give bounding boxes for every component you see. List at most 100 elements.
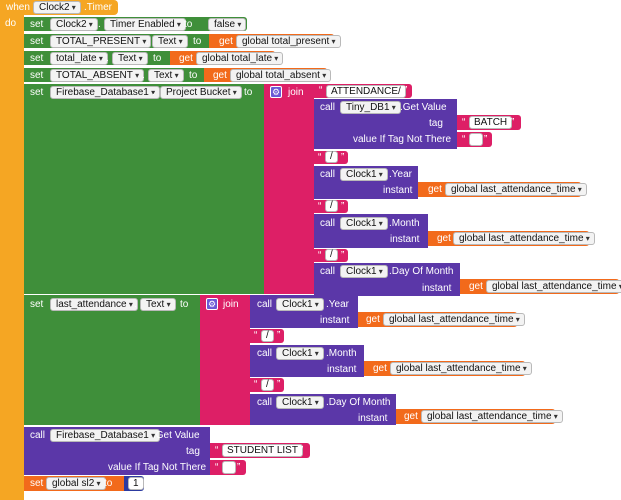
text-field[interactable]: ATTENDANCE/ bbox=[326, 85, 406, 98]
close-quote-icon: ” bbox=[277, 330, 281, 341]
component-dropdown[interactable]: TOTAL_ABSENT bbox=[50, 69, 145, 82]
set-project-bucket-block[interactable] bbox=[24, 84, 264, 294]
gear-icon[interactable]: ⚙ bbox=[270, 86, 282, 98]
open-quote-icon: “ bbox=[319, 85, 323, 96]
global-variable-dropdown[interactable]: global total_absent bbox=[230, 69, 332, 82]
text-field[interactable]: / bbox=[261, 379, 274, 391]
call-label: call bbox=[257, 299, 273, 310]
global-variable-dropdown[interactable]: global last_attendance_time bbox=[445, 183, 587, 196]
property-dropdown[interactable]: Timer Enabled bbox=[104, 18, 186, 31]
to-label: to bbox=[153, 53, 162, 64]
method-label: .Day Of Month bbox=[389, 266, 454, 277]
method-label: .Year bbox=[389, 169, 412, 180]
close-quote-icon: ” bbox=[341, 152, 345, 163]
component-dropdown[interactable]: Clock1 bbox=[276, 396, 324, 409]
dot-label: . bbox=[142, 70, 145, 81]
global-variable-dropdown[interactable]: global last_attendance_time bbox=[453, 232, 595, 245]
method-label: .Get Value bbox=[153, 430, 200, 441]
join-label: join bbox=[288, 87, 304, 98]
component-dropdown[interactable]: Clock1 bbox=[340, 265, 388, 278]
dot-label: . bbox=[146, 36, 149, 47]
open-quote-icon: “ bbox=[215, 445, 219, 456]
global-variable-dropdown[interactable]: global last_attendance_time bbox=[383, 313, 525, 326]
component-dropdown[interactable]: Firebase_Database1 bbox=[50, 86, 161, 99]
get-label: get bbox=[179, 53, 193, 64]
instant-label: instant bbox=[358, 413, 388, 424]
global-variable-dropdown[interactable]: global last_attendance_time bbox=[421, 410, 563, 423]
text-field[interactable] bbox=[469, 133, 483, 146]
component-dropdown[interactable]: Tiny_DB1 bbox=[340, 101, 401, 114]
method-label: .Month bbox=[389, 218, 420, 229]
event-component-dropdown[interactable]: Clock2 bbox=[33, 1, 81, 14]
method-label: .Year bbox=[326, 299, 349, 310]
event-name-label: .Timer bbox=[84, 2, 112, 13]
close-quote-icon: ” bbox=[237, 462, 241, 473]
component-dropdown[interactable]: Clock1 bbox=[276, 347, 324, 360]
component-dropdown[interactable]: Clock1 bbox=[340, 168, 388, 181]
get-label: get bbox=[428, 184, 442, 195]
call-label: call bbox=[30, 430, 46, 441]
call-label: call bbox=[257, 348, 273, 359]
property-dropdown[interactable]: Text bbox=[148, 69, 184, 82]
to-label: to bbox=[244, 87, 253, 98]
text-field[interactable]: / bbox=[325, 249, 338, 261]
call-label: call bbox=[320, 169, 336, 180]
set-label: set bbox=[30, 36, 44, 47]
text-field[interactable]: / bbox=[261, 330, 274, 342]
global-variable-dropdown[interactable]: global last_attendance_time bbox=[390, 362, 532, 375]
property-dropdown[interactable]: Text bbox=[112, 52, 148, 65]
call-label: call bbox=[320, 266, 336, 277]
when-event-block[interactable] bbox=[0, 0, 24, 500]
component-dropdown[interactable]: Firebase_Database1 bbox=[50, 429, 161, 442]
component-dropdown[interactable]: Clock1 bbox=[276, 298, 324, 311]
text-field[interactable] bbox=[222, 461, 236, 474]
global-variable-dropdown[interactable]: global total_late bbox=[196, 52, 284, 65]
get-label: get bbox=[469, 281, 483, 292]
component-dropdown[interactable]: last_attendance bbox=[50, 298, 138, 311]
property-dropdown[interactable]: Text bbox=[140, 298, 176, 311]
number-field[interactable]: 1 bbox=[128, 477, 144, 490]
set-last-attendance-block[interactable] bbox=[24, 295, 200, 425]
get-label: get bbox=[366, 314, 380, 325]
instant-label: instant bbox=[390, 234, 420, 245]
global-variable-dropdown[interactable]: global total_present bbox=[236, 35, 341, 48]
value-if-tag-not-there-label: value If Tag Not There bbox=[353, 134, 452, 145]
component-dropdown[interactable]: Clock1 bbox=[340, 217, 388, 230]
to-label: to bbox=[180, 299, 189, 310]
boolean-dropdown[interactable]: false bbox=[208, 18, 247, 31]
set-label: set bbox=[30, 87, 44, 98]
component-dropdown[interactable]: TOTAL_PRESENT bbox=[50, 35, 152, 48]
property-dropdown[interactable]: Text bbox=[152, 35, 188, 48]
close-quote-icon: ” bbox=[484, 134, 488, 145]
open-quote-icon: “ bbox=[215, 462, 219, 473]
join-block[interactable] bbox=[264, 84, 314, 294]
text-field[interactable]: BATCH bbox=[469, 116, 513, 129]
property-dropdown[interactable]: Project Bucket bbox=[160, 86, 242, 99]
global-variable-dropdown[interactable]: global sl2 bbox=[46, 477, 106, 490]
to-label: to bbox=[184, 19, 193, 30]
dot-label: . bbox=[134, 299, 137, 310]
set-label: set bbox=[30, 53, 44, 64]
instant-label: instant bbox=[327, 364, 357, 375]
text-field[interactable]: STUDENT LIST bbox=[222, 444, 303, 457]
method-label: .Month bbox=[326, 348, 357, 359]
text-field[interactable]: / bbox=[325, 151, 338, 163]
gear-icon[interactable]: ⚙ bbox=[206, 298, 218, 310]
open-quote-icon: “ bbox=[462, 134, 466, 145]
close-quote-icon: ” bbox=[341, 250, 345, 261]
set-label: set bbox=[30, 19, 44, 30]
call-label: call bbox=[320, 218, 336, 229]
component-dropdown[interactable]: total_late bbox=[50, 52, 108, 65]
text-field[interactable]: / bbox=[325, 200, 338, 212]
open-quote-icon: “ bbox=[254, 330, 258, 341]
component-dropdown[interactable]: Clock2 bbox=[50, 18, 98, 31]
when-label: when bbox=[6, 2, 30, 13]
set-label: set bbox=[30, 70, 44, 81]
join-block[interactable] bbox=[200, 295, 250, 425]
close-quote-icon: ” bbox=[404, 85, 408, 96]
method-label: .Get Value bbox=[400, 102, 447, 113]
get-label: get bbox=[219, 36, 233, 47]
call-label: call bbox=[257, 397, 273, 408]
instant-label: instant bbox=[320, 315, 350, 326]
global-variable-dropdown[interactable]: global last_attendance_time bbox=[486, 280, 621, 293]
